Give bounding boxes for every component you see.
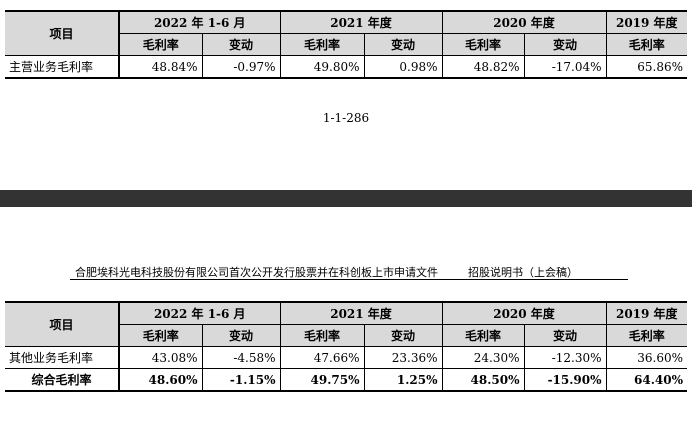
header-period-2021: 2021 年度	[279, 10, 443, 34]
row-label: 主营业务毛利率	[5, 55, 120, 79]
cell-value: -4.58%	[201, 346, 281, 369]
header-project: 项目	[5, 10, 120, 56]
cell-value: 48.82%	[441, 55, 525, 79]
table-row: 其他业务毛利率 43.08% -4.58% 47.66% 23.36% 24.3…	[5, 346, 688, 369]
header-margin: 毛利率	[279, 324, 365, 347]
document-header-company: 合肥埃科光电科技股份有限公司首次公开发行股票并在科创板上市申请文件	[75, 266, 438, 279]
header-margin: 毛利率	[605, 33, 688, 56]
page-number: 1-1-286	[322, 111, 370, 125]
cell-value: -12.30%	[523, 346, 607, 369]
header-period-2019: 2019 年度	[605, 301, 688, 325]
cell-value: 1.25%	[363, 368, 443, 392]
page-divider	[0, 190, 692, 207]
document-header: 合肥埃科光电科技股份有限公司首次公开发行股票并在科创板上市申请文件 招股说明书（上…	[75, 264, 627, 280]
header-rule	[70, 279, 628, 280]
cell-value: 47.66%	[279, 346, 365, 369]
header-change: 变动	[363, 33, 443, 56]
cell-value: -0.97%	[201, 55, 281, 79]
header-margin: 毛利率	[118, 324, 203, 347]
cell-value: 0.98%	[363, 55, 443, 79]
header-period-2020: 2020 年度	[441, 301, 607, 325]
gross-margin-table-bottom: 项目 2022 年 1-6 月 2021 年度 2020 年度 2019 年度 …	[5, 301, 688, 392]
table-row: 主营业务毛利率 48.84% -0.97% 49.80% 0.98% 48.82…	[5, 55, 688, 79]
header-change: 变动	[363, 324, 443, 347]
header-margin: 毛利率	[441, 33, 525, 56]
gross-margin-table-top: 项目 2022 年 1-6 月 2021 年度 2020 年度 2019 年度 …	[5, 10, 688, 79]
cell-value: -17.04%	[523, 55, 607, 79]
cell-value: -1.15%	[201, 368, 281, 392]
cell-value: 23.36%	[363, 346, 443, 369]
cell-value: 48.50%	[441, 368, 525, 392]
page-top: 项目 2022 年 1-6 月 2021 年度 2020 年度 2019 年度 …	[0, 0, 692, 190]
header-change: 变动	[523, 33, 607, 56]
cell-value: 64.40%	[605, 368, 688, 392]
header-margin: 毛利率	[279, 33, 365, 56]
header-period-2020: 2020 年度	[441, 10, 607, 34]
cell-value: 65.86%	[605, 55, 688, 79]
cell-value: 49.75%	[279, 368, 365, 392]
cell-value: 49.80%	[279, 55, 365, 79]
cell-value: 24.30%	[441, 346, 525, 369]
cell-value: 43.08%	[118, 346, 203, 369]
cell-value: 36.60%	[605, 346, 688, 369]
header-project: 项目	[5, 301, 120, 347]
header-period-2021: 2021 年度	[279, 301, 443, 325]
header-period-2022h1: 2022 年 1-6 月	[118, 301, 281, 325]
header-margin: 毛利率	[441, 324, 525, 347]
header-margin: 毛利率	[118, 33, 203, 56]
header-period-2019: 2019 年度	[605, 10, 688, 34]
row-label: 其他业务毛利率	[5, 346, 120, 369]
header-period-2022h1: 2022 年 1-6 月	[118, 10, 281, 34]
cell-value: 48.84%	[118, 55, 203, 79]
header-row-metrics: 毛利率 变动 毛利率 变动 毛利率 变动 毛利率	[5, 33, 688, 56]
document-header-type: 招股说明书（上会稿）	[468, 266, 578, 279]
header-change: 变动	[201, 324, 281, 347]
header-row-metrics: 毛利率 变动 毛利率 变动 毛利率 变动 毛利率	[5, 324, 688, 347]
header-change: 变动	[523, 324, 607, 347]
cell-value: -15.90%	[523, 368, 607, 392]
cell-value: 48.60%	[118, 368, 203, 392]
header-row-periods: 项目 2022 年 1-6 月 2021 年度 2020 年度 2019 年度	[5, 10, 688, 56]
row-label: 综合毛利率	[5, 368, 120, 392]
header-change: 变动	[201, 33, 281, 56]
header-row-periods: 项目 2022 年 1-6 月 2021 年度 2020 年度 2019 年度	[5, 301, 688, 347]
table-row-total: 综合毛利率 48.60% -1.15% 49.75% 1.25% 48.50% …	[5, 368, 688, 392]
header-margin: 毛利率	[605, 324, 688, 347]
